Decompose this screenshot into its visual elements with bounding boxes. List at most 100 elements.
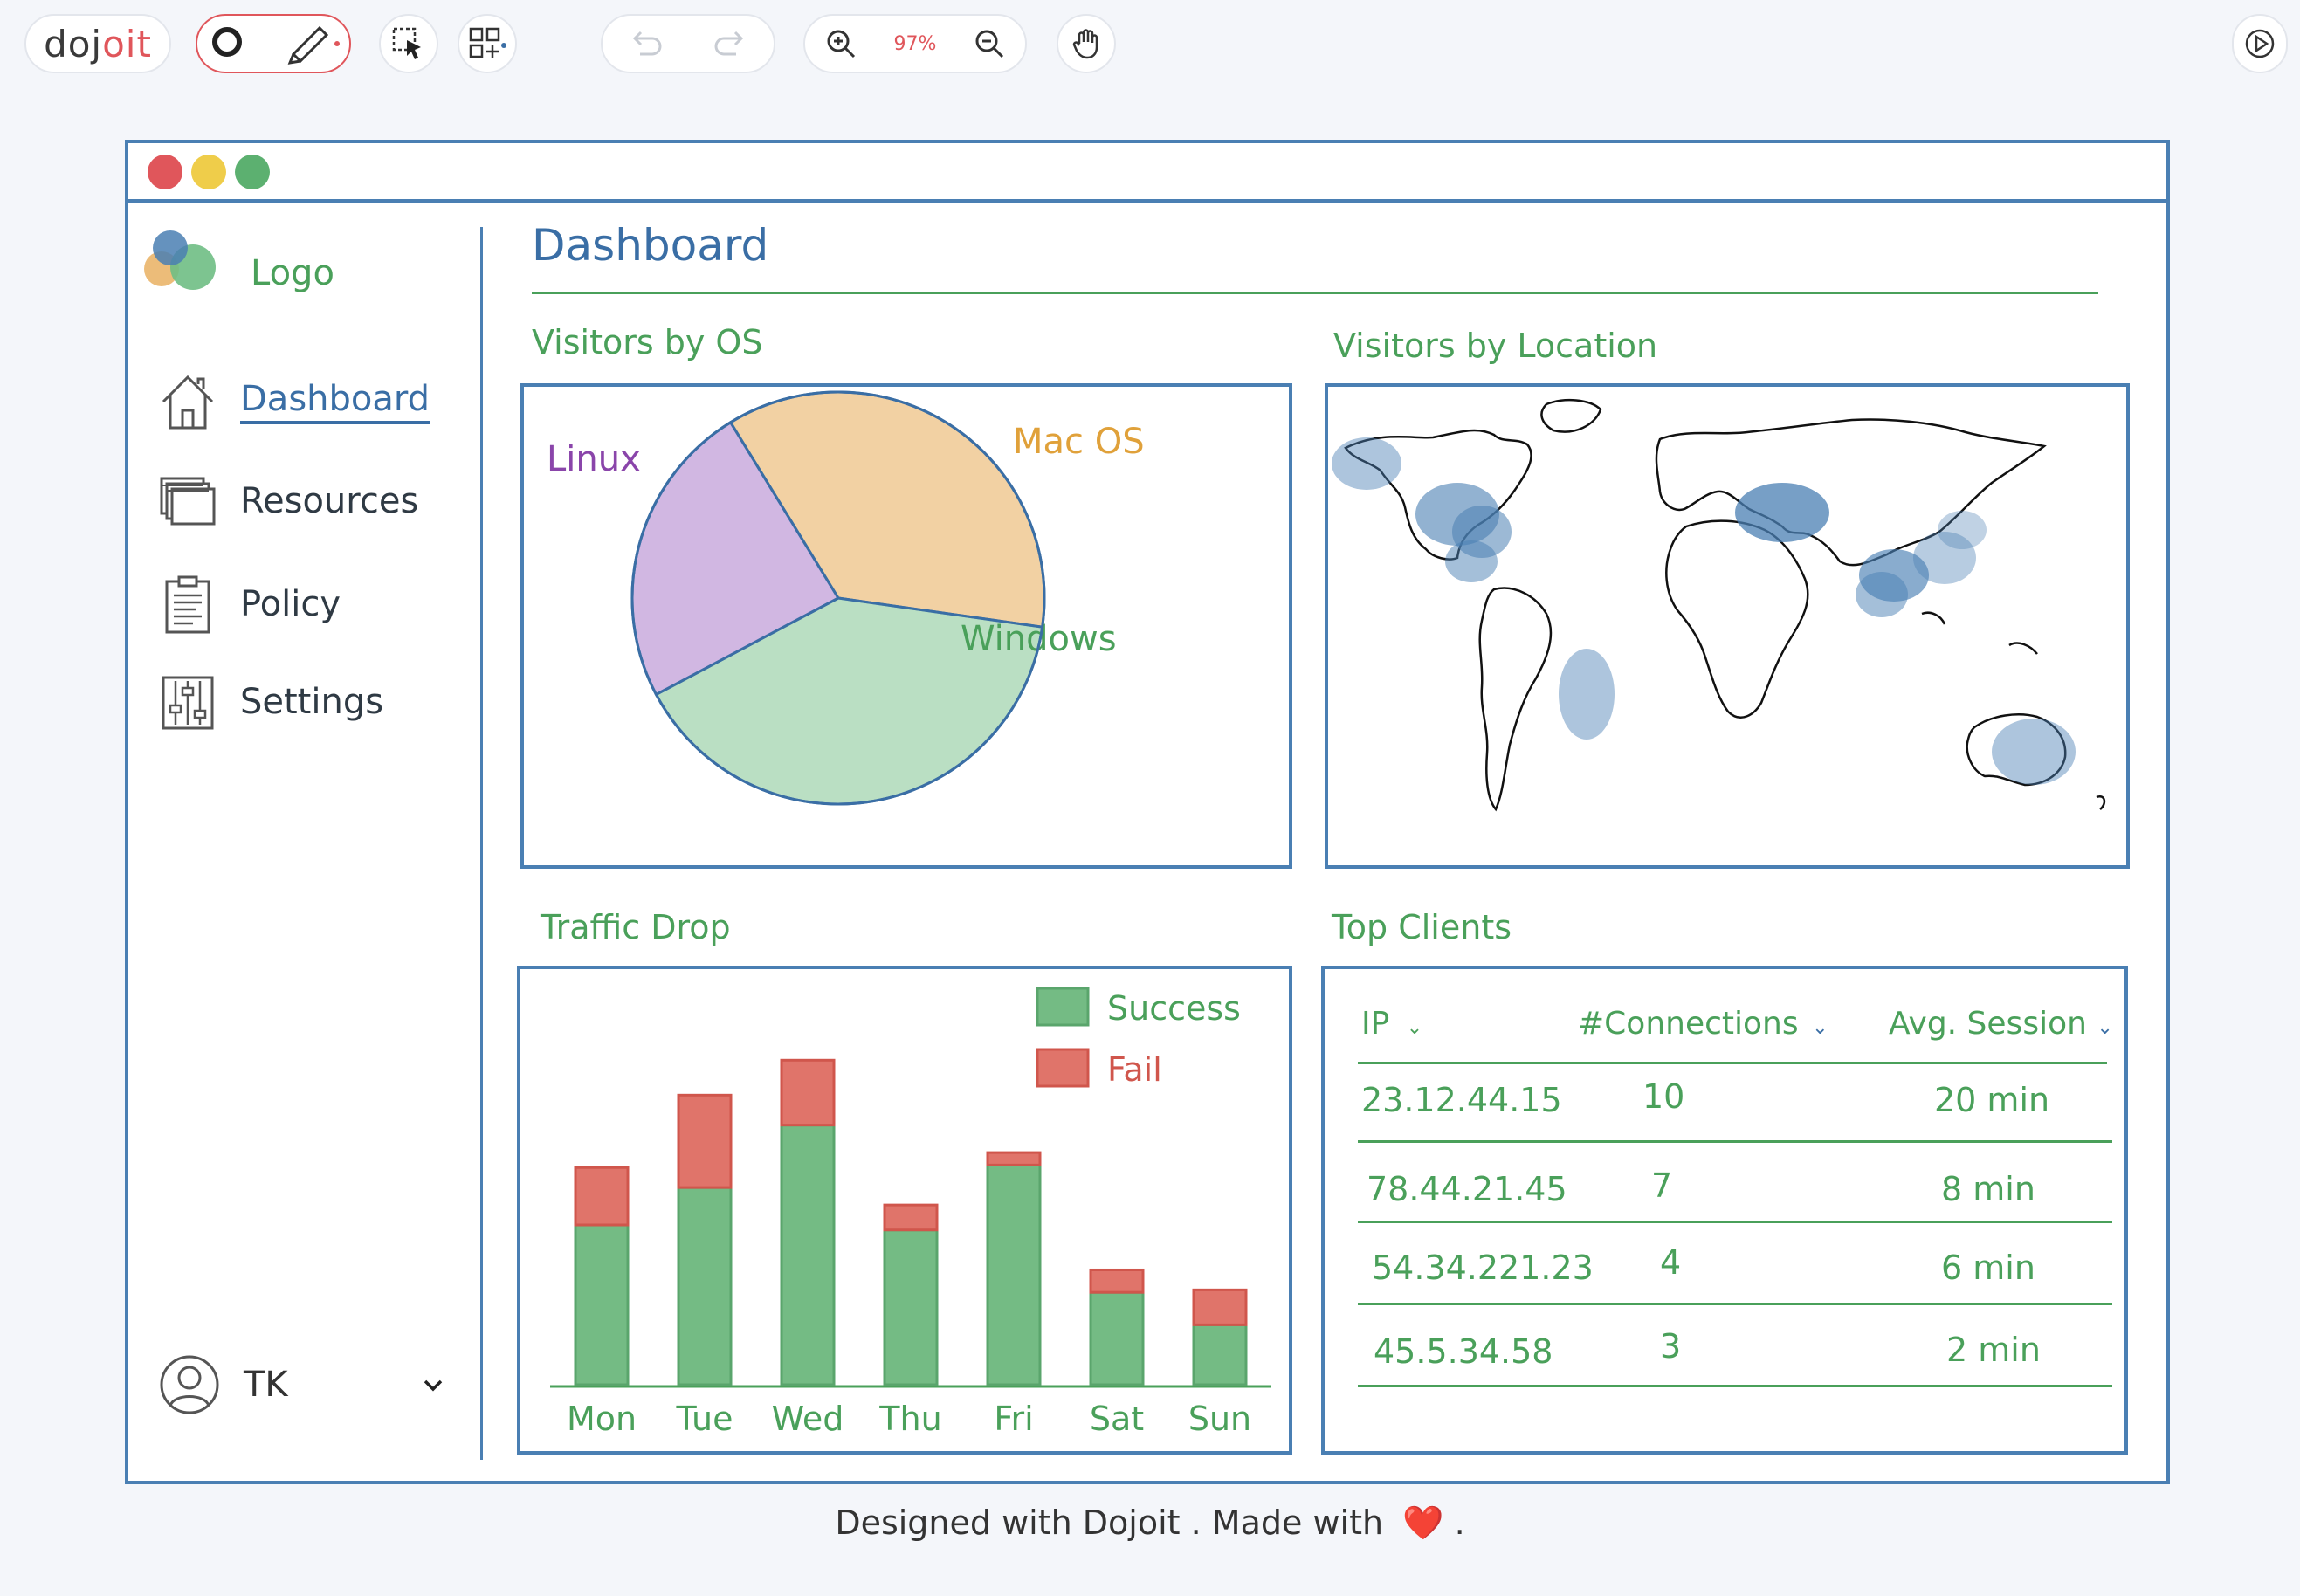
zoom-level[interactable]: 97% — [893, 32, 937, 55]
connections-cell: 7 — [1651, 1166, 1673, 1205]
undo-icon[interactable] — [626, 26, 665, 61]
session-cell: 20 min — [1934, 1081, 2050, 1119]
sliders-icon — [162, 676, 214, 730]
x-tick-label: Thu — [878, 1400, 941, 1438]
pencil-icon — [287, 25, 329, 65]
logo-circles-icon — [144, 230, 216, 290]
clipboard-icon — [165, 575, 210, 634]
user-initials: TK — [244, 1365, 288, 1405]
select-tool-button[interactable] — [379, 14, 438, 73]
sidebar-item-dashboard[interactable]: Dashboard — [158, 372, 430, 431]
bar-success-thu — [883, 1228, 939, 1386]
os-pie-chart: Mac OS Windows Linux — [547, 390, 1145, 806]
sidebar-item-label: Resources — [240, 481, 419, 521]
os-chart-title: Visitors by OS — [532, 323, 763, 361]
bar-success-sat — [1089, 1290, 1145, 1386]
row-divider — [1358, 1385, 2112, 1387]
zoom-out-icon[interactable] — [972, 26, 1007, 61]
bar-success-tue — [677, 1186, 733, 1386]
sidebar-item-label: Dashboard — [240, 379, 430, 424]
sidebar-item-settings[interactable]: Settings — [158, 672, 383, 732]
bar-fail-sat — [1089, 1268, 1145, 1294]
sidebar-divider — [480, 227, 483, 1460]
traffic-chart-title: Traffic Drop — [541, 908, 731, 946]
world-map — [1332, 399, 2106, 812]
app-window: Logo Dashboard Resources Policy — [125, 140, 2170, 1484]
bar-success-fri — [986, 1163, 1042, 1386]
pan-tool-button[interactable] — [1057, 14, 1116, 73]
legend-swatch-fail — [1036, 1048, 1090, 1088]
bar-success-sun — [1192, 1323, 1248, 1386]
history-controls — [601, 14, 775, 73]
play-button[interactable] — [2232, 14, 2288, 73]
header-label: Avg. Session — [1889, 1006, 2087, 1042]
bar-fail-wed — [780, 1058, 836, 1127]
window-titlebar — [128, 143, 2166, 203]
pie-label-windows: Windows — [961, 619, 1117, 659]
bar-success-mon — [574, 1223, 630, 1386]
x-tick-label: Fri — [994, 1400, 1033, 1438]
app-logo[interactable]: doj oit — [24, 14, 171, 73]
connections-cell: 3 — [1660, 1327, 1682, 1366]
top-clients-panel: IP ⌄ #Connections ⌄ Avg. Session ⌄ 23.12… — [1321, 966, 2128, 1455]
sidebar-item-policy[interactable]: Policy — [158, 574, 341, 634]
row-divider — [1358, 1303, 2112, 1305]
sidebar-item-label: Settings — [240, 682, 384, 722]
legend-label-success: Success — [1107, 989, 1241, 1028]
x-tick-label: Mon — [567, 1400, 637, 1438]
footer-text: Designed with Dojoit . Made with — [835, 1503, 1384, 1542]
connections-cell: 4 — [1660, 1243, 1682, 1282]
session-cell: 6 min — [1941, 1249, 2035, 1287]
clients-table-title: Top Clients — [1332, 908, 1512, 946]
play-icon — [2245, 29, 2275, 58]
legend-swatch-success — [1036, 987, 1090, 1027]
chevron-down-icon: ⌄ — [1812, 1017, 1828, 1039]
x-tick-label: Wed — [772, 1400, 844, 1438]
row-divider — [1358, 1221, 2112, 1223]
chevron-down-icon: ⌄ — [2097, 1017, 2113, 1039]
draw-mode-toggle[interactable] — [196, 14, 351, 73]
hand-icon — [1072, 29, 1098, 59]
bar-fail-tue — [677, 1093, 733, 1189]
zoom-controls: 97% — [803, 14, 1027, 73]
ip-cell: 54.34.221.23 — [1372, 1249, 1594, 1287]
maximize-window-button[interactable] — [235, 155, 270, 189]
heart-icon: ❤️ — [1402, 1503, 1444, 1542]
pie-outline — [630, 390, 1046, 806]
session-cell: 2 min — [1946, 1331, 2041, 1369]
chevron-down-icon: ⌄ — [1406, 1017, 1423, 1039]
legend-label-fail: Fail — [1107, 1050, 1162, 1089]
brand-text: doj — [44, 22, 103, 65]
close-window-button[interactable] — [148, 155, 182, 189]
pie-label-linux: Linux — [547, 439, 641, 479]
zoom-in-icon[interactable] — [823, 26, 858, 61]
ip-cell: 78.44.21.45 — [1367, 1170, 1567, 1208]
sidebar-item-label: Policy — [240, 584, 341, 624]
traffic-bar-chart: Mon Tue Wed Thu Fri Sat Sun Success Fail — [550, 987, 1271, 1438]
select-cursor-icon — [392, 27, 421, 59]
circle-icon[interactable] — [197, 14, 349, 73]
bar-fail-fri — [986, 1151, 1042, 1166]
visitor-heat-blobs — [1332, 437, 2076, 785]
bar-fail-sun — [1192, 1288, 1248, 1326]
sidebar-item-resources[interactable]: Resources — [158, 475, 418, 527]
location-map-panel — [1325, 383, 2130, 869]
ip-cell: 45.5.34.58 — [1374, 1332, 1553, 1371]
footer-credit: Designed with Dojoit . Made with ❤️ . — [0, 1503, 2300, 1543]
ip-cell: 23.12.44.15 — [1361, 1081, 1562, 1119]
footer-end: . — [1454, 1503, 1465, 1542]
chevron-down-icon[interactable] — [420, 1376, 446, 1393]
page-title: Dashboard — [532, 220, 769, 271]
os-pie-panel: Mac OS Windows Linux — [520, 383, 1292, 869]
x-tick-label: Tue — [676, 1400, 733, 1438]
user-menu[interactable]: TK — [158, 1353, 446, 1416]
title-underline — [532, 292, 2098, 294]
bar-fail-thu — [883, 1203, 939, 1232]
components-button[interactable] — [458, 14, 517, 73]
header-avg-session[interactable]: Avg. Session ⌄ — [1889, 1006, 2113, 1042]
header-connections[interactable]: #Connections ⌄ — [1578, 1006, 1828, 1042]
redo-icon[interactable] — [712, 26, 750, 61]
header-ip[interactable]: IP ⌄ — [1361, 1006, 1422, 1042]
minimize-window-button[interactable] — [191, 155, 226, 189]
bar-success-wed — [780, 1124, 836, 1386]
